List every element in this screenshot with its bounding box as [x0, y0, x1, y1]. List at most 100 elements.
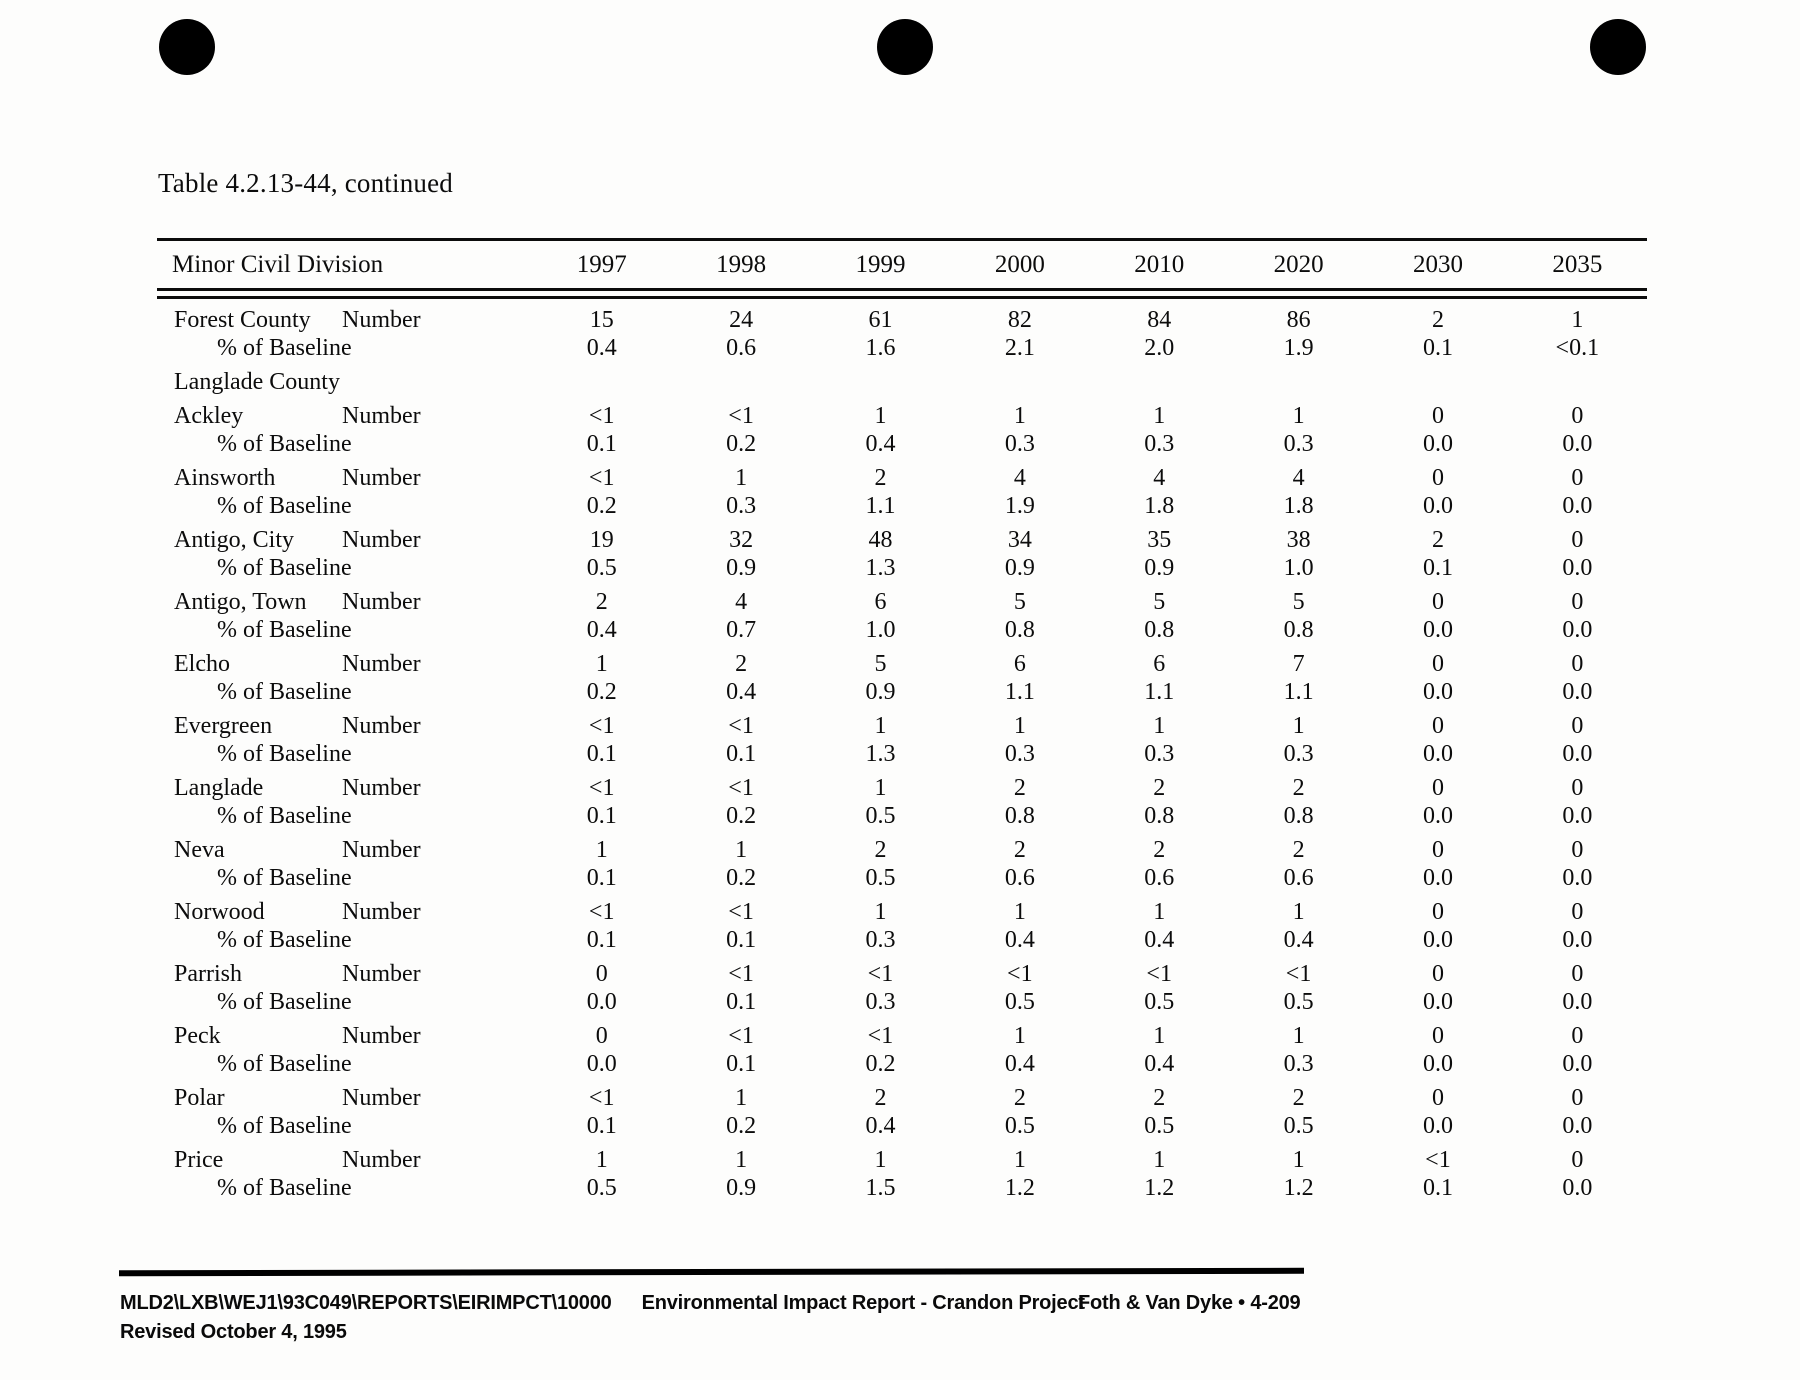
- mcd-name: Antigo, City: [174, 527, 295, 553]
- mcd-name: Price: [174, 1147, 224, 1173]
- footer-rule: [118, 1267, 1305, 1277]
- table-cell-value: 1: [735, 465, 748, 491]
- row-label-pct-of-baseline: % of Baseline: [217, 927, 352, 953]
- table-cell-value: 0: [1431, 1023, 1444, 1049]
- mcd-group: Evergreen Number <1 <1 1 1 1 1 0 0 % of Baseline 0.…: [157, 712, 1647, 768]
- table-cell-value: 0.2: [726, 431, 757, 457]
- row-label-pct-of-baseline: % of Baseline: [217, 989, 352, 1015]
- table-cell-value: 0: [1571, 961, 1584, 987]
- table-cell-value: 0.1: [726, 741, 757, 767]
- table-cell-value: 0.0: [1562, 1051, 1593, 1077]
- table-row: % of Baseline 0.5 0.9 1.5 1.2 1.2 1.2 0.1 0.0: [157, 1174, 1647, 1202]
- table-cell-value: <1: [1146, 961, 1172, 987]
- table-row: Forest County Number 15 24 61 82 84 86 2 1: [157, 306, 1647, 334]
- table-cell-value: 1.3: [865, 741, 896, 767]
- table-top-rule: [157, 238, 1647, 241]
- row-label-number: Number: [342, 527, 421, 553]
- table-cell-value: 0.5: [865, 865, 896, 891]
- table-cell-value: 34: [1007, 527, 1032, 553]
- table-row: % of Baseline 0.2 0.4 0.9 1.1 1.1 1.1 0.0 0.0: [157, 678, 1647, 706]
- table-cell-value: 2.1: [1004, 335, 1035, 361]
- row-label-number: Number: [342, 713, 421, 739]
- table-cell-value: 1.8: [1144, 493, 1175, 519]
- table-cell-value: 0: [1571, 465, 1584, 491]
- table-cell-value: 0.0: [1562, 803, 1593, 829]
- row-label-number: Number: [342, 651, 421, 677]
- table-row: Langlade Number <1 <1 1 2 2 2 0 0: [157, 774, 1647, 802]
- row-label-pct-of-baseline: % of Baseline: [217, 1051, 352, 1077]
- table-row: Parrish Number 0 <1 <1 <1 <1 <1 0 0: [157, 960, 1647, 988]
- table-cell-value: 0.1: [726, 1051, 757, 1077]
- table-cell-value: 0.3: [1144, 431, 1175, 457]
- row-label-number: Number: [342, 589, 421, 615]
- table-cell-value: 1: [1013, 1023, 1026, 1049]
- table-cell-value: 0: [1431, 713, 1444, 739]
- table-cell-value: 1: [735, 1085, 748, 1111]
- table-cell-value: 1: [874, 775, 887, 801]
- table-cell-value: 0.4: [586, 335, 617, 361]
- table-cell-value: 0: [1431, 589, 1444, 615]
- table-cell-value: <1: [867, 1023, 894, 1049]
- table-cell-value: [1368, 368, 1507, 396]
- table-cell-value: 0.4: [586, 617, 617, 643]
- table-cell-value: 1.5: [865, 1175, 896, 1201]
- table-cell-value: 1: [1292, 1147, 1305, 1173]
- table-row: % of Baseline 0.2 0.3 1.1 1.9 1.8 1.8 0.0 0.0: [157, 492, 1647, 520]
- column-header-minor-civil-division: Minor Civil Division: [172, 250, 384, 278]
- row-label-number: Number: [342, 1085, 421, 1111]
- table-cell-value: 1: [1153, 899, 1166, 925]
- table-cell-value: 1: [735, 1147, 748, 1173]
- mcd-name: Forest County: [174, 307, 311, 333]
- table-cell-value: 0.1: [726, 927, 757, 953]
- table-row: % of Baseline 0.1 0.1 0.3 0.4 0.4 0.4 0.0 0.0: [157, 926, 1647, 954]
- table-cell-value: 0.4: [726, 679, 757, 705]
- table-row: % of Baseline 0.4 0.6 1.6 2.1 2.0 1.9 0.1 <0.1: [157, 334, 1647, 362]
- table-cell-value: <1: [588, 465, 615, 491]
- table-cell-value: <1: [588, 775, 615, 801]
- table-cell-value: <1: [588, 899, 615, 925]
- table-cell-value: 0.4: [1144, 1051, 1175, 1077]
- table-cell-value: 0.1: [586, 1113, 617, 1139]
- table-cell-value: 0.0: [1422, 741, 1453, 767]
- row-label-pct-of-baseline: % of Baseline: [217, 335, 352, 361]
- table-cell-value: <1: [1425, 1147, 1451, 1173]
- table-row: % of Baseline 0.1 0.2 0.4 0.3 0.3 0.3 0.0 0.0: [157, 430, 1647, 458]
- table-cell-value: 24: [729, 307, 754, 333]
- table-cell-value: 0.3: [726, 493, 757, 519]
- table-cell-value: 0.5: [1144, 989, 1175, 1015]
- table-cell-value: 0.1: [586, 865, 617, 891]
- table-cell-value: 1.9: [1004, 493, 1035, 519]
- table-cell-value: 0.0: [1562, 1175, 1593, 1201]
- table-cell-value: 1.2: [1004, 1175, 1035, 1201]
- table-cell-value: 0: [1431, 961, 1444, 987]
- table-cell-value: 0.5: [586, 555, 617, 581]
- table-cell-value: 82: [1007, 307, 1032, 333]
- table-cell-value: 32: [729, 527, 754, 553]
- mcd-group: Norwood Number <1 <1 1 1 1 1 0 0 % of Baseline 0.1 0…: [157, 898, 1647, 954]
- table-cell-value: 0.5: [865, 803, 896, 829]
- mcd-group: Langlade Number <1 <1 1 2 2 2 0 0 % of Baseline 0.1…: [157, 774, 1647, 830]
- table-row: Evergreen Number <1 <1 1 1 1 1 0 0: [157, 712, 1647, 740]
- table-cell-value: 0: [1571, 775, 1584, 801]
- table-cell-value: 2: [1431, 527, 1444, 553]
- column-header-year: 2035: [1552, 250, 1603, 278]
- mcd-group: Polar Number <1 1 2 2 2 2 0 0 % of Baseline 0.1 0.2 0…: [157, 1084, 1647, 1140]
- table-cell-value: 0.6: [1144, 865, 1175, 891]
- table-cell-value: <1: [588, 1085, 615, 1111]
- table-cell-value: 35: [1147, 527, 1172, 553]
- table-cell-value: 0.8: [1004, 617, 1035, 643]
- table-cell-value: 1: [1013, 713, 1026, 739]
- table-cell-value: 0.9: [1144, 555, 1175, 581]
- table-cell-value: 0.2: [726, 865, 757, 891]
- table-cell-value: 6: [1153, 651, 1166, 677]
- table-cell-value: 0.1: [586, 741, 617, 767]
- row-label-number: Number: [342, 307, 421, 333]
- county-section-label: Langlade County: [174, 369, 340, 395]
- table-row: Price Number 1 1 1 1 1 1 <1 0: [157, 1146, 1647, 1174]
- table-row: % of Baseline 0.4 0.7 1.0 0.8 0.8 0.8 0.0 0.0: [157, 616, 1647, 644]
- table-row: Norwood Number <1 <1 1 1 1 1 0 0: [157, 898, 1647, 926]
- row-label-number: Number: [342, 1023, 421, 1049]
- row-label-pct-of-baseline: % of Baseline: [217, 493, 352, 519]
- table-cell-value: [1508, 368, 1647, 396]
- mcd-group: Peck Number 0 <1 <1 1 1 1 0 0 % of Baseline 0.0 0.1 0…: [157, 1022, 1647, 1078]
